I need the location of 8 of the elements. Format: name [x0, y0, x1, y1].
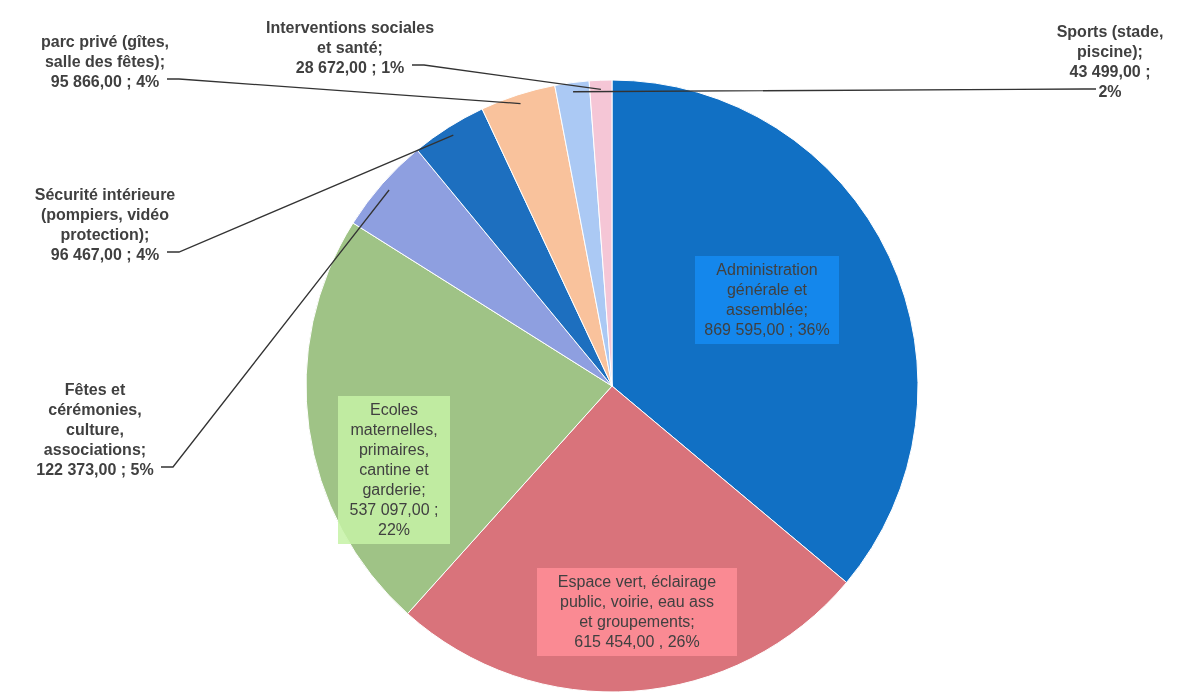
slice-label: Fêtes et cérémonies, culture, associations; 122 373,00 ; 5%	[36, 381, 154, 478]
slice-label: Ecoles maternelles, primaires, cantine et garderie; 537 097,00 ; 22%	[349, 401, 439, 538]
slice-label: Administration générale et assemblée; 869 595,00 ; 36%	[704, 261, 830, 338]
slice-label: Interventions sociales et santé; 28 672,00 ; 1%	[265, 19, 435, 76]
slice-label: Sécurité intérieure (pompiers, vidéo protection); 96 467,00 ; 4%	[34, 186, 176, 263]
slice-label: parc privé (gîtes, salle des fêtes); 95 866,00 ; 4%	[40, 33, 170, 90]
slice-label: Espace vert, éclairage public, voirie, eau ass et groupements; 615 454,00 , 26%	[557, 573, 717, 650]
slice-label: Sports (stade, piscine); 43 499,00 ; 2%	[1056, 23, 1164, 100]
